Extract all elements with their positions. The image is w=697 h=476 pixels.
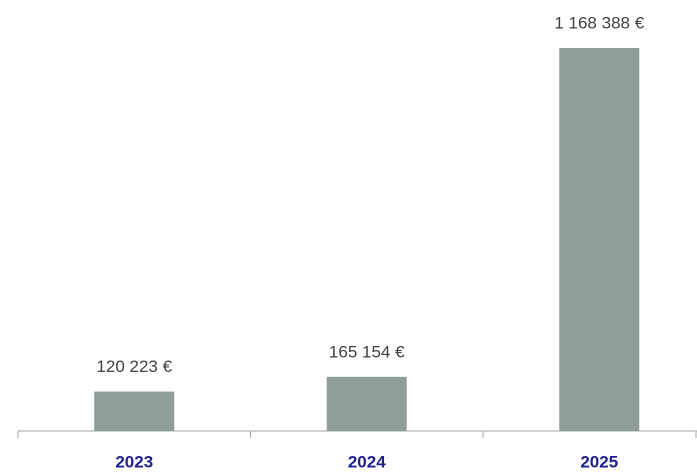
value-label: 165 154 €: [329, 342, 405, 361]
bar: [326, 376, 407, 431]
x-tick-label: 2024: [348, 452, 386, 471]
value-label: 1 168 388 €: [554, 13, 644, 32]
x-tick-label: 2025: [580, 452, 618, 471]
bar: [559, 48, 640, 431]
x-tick-label: 2023: [115, 452, 153, 471]
bar: [94, 391, 175, 431]
value-label: 120 223 €: [96, 357, 172, 376]
